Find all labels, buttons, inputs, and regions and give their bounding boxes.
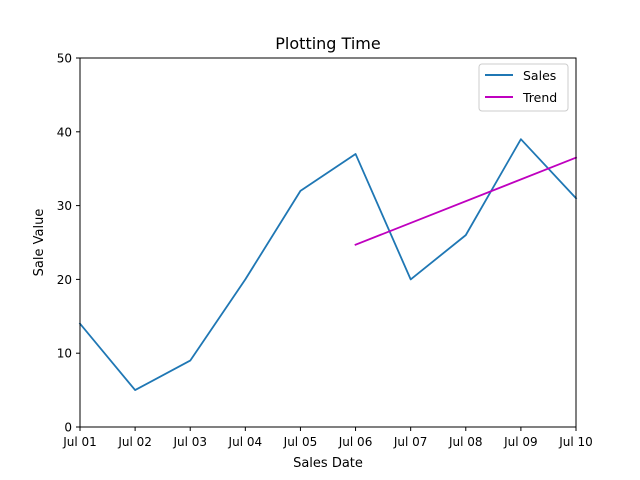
x-tick-label: Jul 02 <box>117 435 152 449</box>
x-tick-label: Jul 03 <box>172 435 207 449</box>
y-tick-label: 50 <box>57 52 72 66</box>
x-axis-label: Sales Date <box>293 456 363 471</box>
plot-area <box>80 58 576 427</box>
x-tick-label: Jul 05 <box>283 435 318 449</box>
data-point-sales <box>299 190 301 192</box>
data-point-sales <box>189 360 191 362</box>
data-point-sales <box>355 153 357 155</box>
y-axis-label: Sale Value <box>32 209 47 277</box>
x-tick-label: Jul 08 <box>448 435 483 449</box>
x-tick-label: Jul 07 <box>393 435 428 449</box>
series-layer <box>78 138 578 392</box>
x-tick-label: Jul 09 <box>503 435 538 449</box>
data-point-sales <box>520 138 522 140</box>
x-tick-label: Jul 10 <box>558 435 593 449</box>
legend: Sales Trend <box>478 63 569 112</box>
y-tick-label: 10 <box>57 347 72 361</box>
data-point-sales <box>465 234 467 236</box>
data-point-sales <box>134 389 136 391</box>
x-tick-label: Jul 04 <box>228 435 263 449</box>
y-tick-label: 30 <box>57 199 72 213</box>
y-tick-label: 0 <box>64 421 72 435</box>
data-point-sales <box>410 278 412 280</box>
plot-frame <box>79 57 577 428</box>
legend-label-trend: Trend <box>522 90 557 105</box>
data-point-sales <box>244 278 246 280</box>
x-tick-label: Jul 01 <box>62 435 97 449</box>
data-point-trend <box>355 244 357 246</box>
series-line-trend <box>354 156 578 246</box>
y-tick-label: 40 <box>57 125 72 139</box>
y-tick-label: 20 <box>57 273 72 287</box>
chart-title: Plotting Time <box>275 34 380 53</box>
series-line-sales <box>78 138 578 392</box>
ticks-layer: Jul 01 Jul 02 Jul 03 Jul 04 Jul 05 Jul 06 Jul … <box>57 52 593 450</box>
x-tick-label: Jul 06 <box>338 435 373 449</box>
legend-label-sales: Sales <box>523 68 556 83</box>
